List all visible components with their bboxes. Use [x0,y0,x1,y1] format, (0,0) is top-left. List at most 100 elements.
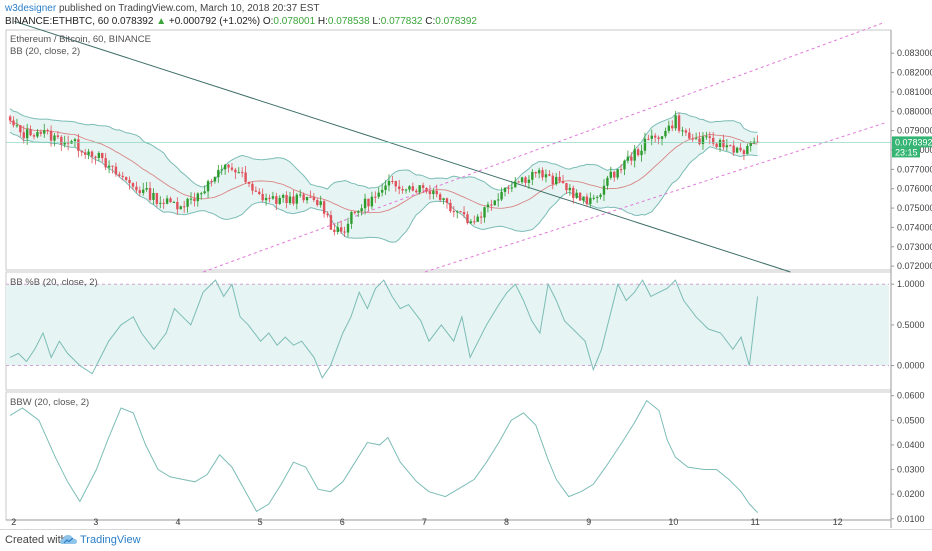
candle-body [398,186,401,189]
candle-body [537,170,541,174]
candle-body [462,212,466,215]
price-tick-label: 0.082000 [897,68,932,78]
candle-body [104,158,107,168]
pane-indicator-bb: BB (20, close, 2) [10,46,80,57]
candle-body [626,156,630,161]
candle-body [514,181,517,188]
candle-body [339,227,343,232]
candle-body [370,196,374,207]
candle-body [520,177,524,183]
candle-body [691,138,694,140]
candle-body [29,129,32,136]
candle-body [281,195,285,198]
candle-body [411,186,415,191]
candle-body [500,191,503,200]
candle-body [251,183,254,191]
candle-body [732,145,735,153]
candle-body [227,164,230,168]
percentb-band-fill [6,284,889,366]
time-tick-label: 10 [668,517,678,527]
candle-body [643,138,647,151]
candle-body [623,160,626,170]
candle-body [292,196,295,204]
candle-body [698,138,701,145]
candle-body [350,212,353,224]
candle-body [87,151,90,155]
bbw-tick-label: 0.0500 [897,415,925,425]
price-tick-label: 0.079000 [897,126,932,136]
change-value: +0.000792 (+1.02%) [168,16,261,27]
bb-lower-band [9,131,758,243]
pane-frame-3 [5,391,892,521]
bbw-tick-label: 0.0200 [897,489,925,499]
pane-title-percentb: BB %B (20, close, 2) [10,277,98,288]
candle-body [606,177,609,186]
candle-body [568,187,572,191]
candle-body [15,125,19,127]
candle-body [60,136,63,145]
candle-body [708,136,711,138]
candle-body [555,176,558,185]
price-tick-label: 0.077000 [897,164,932,174]
candle-body [694,138,698,140]
candle-body [684,130,688,133]
candle-body [206,181,210,192]
candle-body [53,135,56,141]
time-tick-label: 6 [340,517,345,527]
created-with-label: Created with [5,534,67,546]
candle-body [258,191,261,194]
candle-body [705,136,708,138]
candle-body [380,189,384,193]
time-tick-label: 2 [11,517,16,527]
candle-body [46,130,49,132]
candle-body [671,125,674,129]
candle-body [322,201,326,214]
candle-body [244,172,247,183]
candle-body [578,192,582,201]
open-value: 0.078001 [273,16,316,27]
bb-upper-band [9,108,758,191]
candle-body [558,176,561,182]
candle-body [336,227,339,232]
candle-body [401,188,404,191]
candle-body [203,191,206,194]
candle-body [479,216,483,218]
candle-body [169,198,172,203]
time-tick-label: 12 [833,517,843,527]
candle-body [636,149,640,156]
candle-body [425,187,428,192]
publish-header: w3designer published on TradingView.com,… [5,3,319,14]
candle-body [630,156,633,161]
pane-title-price: Ethereum / Bitcoin, 60, BINANCE [10,34,151,45]
candle-body [326,213,329,216]
candle-body [469,221,473,224]
price-tick-label: 0.076000 [897,184,932,194]
candle-body [234,169,237,173]
candle-body [268,197,271,199]
author-link[interactable]: w3designer [5,3,57,14]
candle-body [135,186,138,191]
candle-body [473,221,476,223]
tradingview-brand-link[interactable]: TradingView [80,534,141,546]
candle-body [572,187,575,198]
candle-body [94,156,97,158]
candle-body [36,131,39,137]
candle-body [503,187,507,192]
price-tick-label: 0.081000 [897,87,932,97]
downtrend-line [14,20,791,273]
candle-body [32,135,36,137]
time-tick-label: 9 [586,517,591,527]
percentb-tick-label: 1.0000 [897,279,925,289]
candle-body [19,125,22,133]
candle-body [729,145,732,147]
candle-body [531,171,534,180]
candle-body [609,171,613,178]
candle-body [749,143,752,147]
low-label: L: [372,16,381,27]
candle-body [735,147,739,153]
candle-body [182,206,186,208]
candle-body [22,132,25,139]
time-tick-label: 7 [422,517,427,527]
candle-body [97,152,101,158]
bb-band-fill [10,108,758,243]
